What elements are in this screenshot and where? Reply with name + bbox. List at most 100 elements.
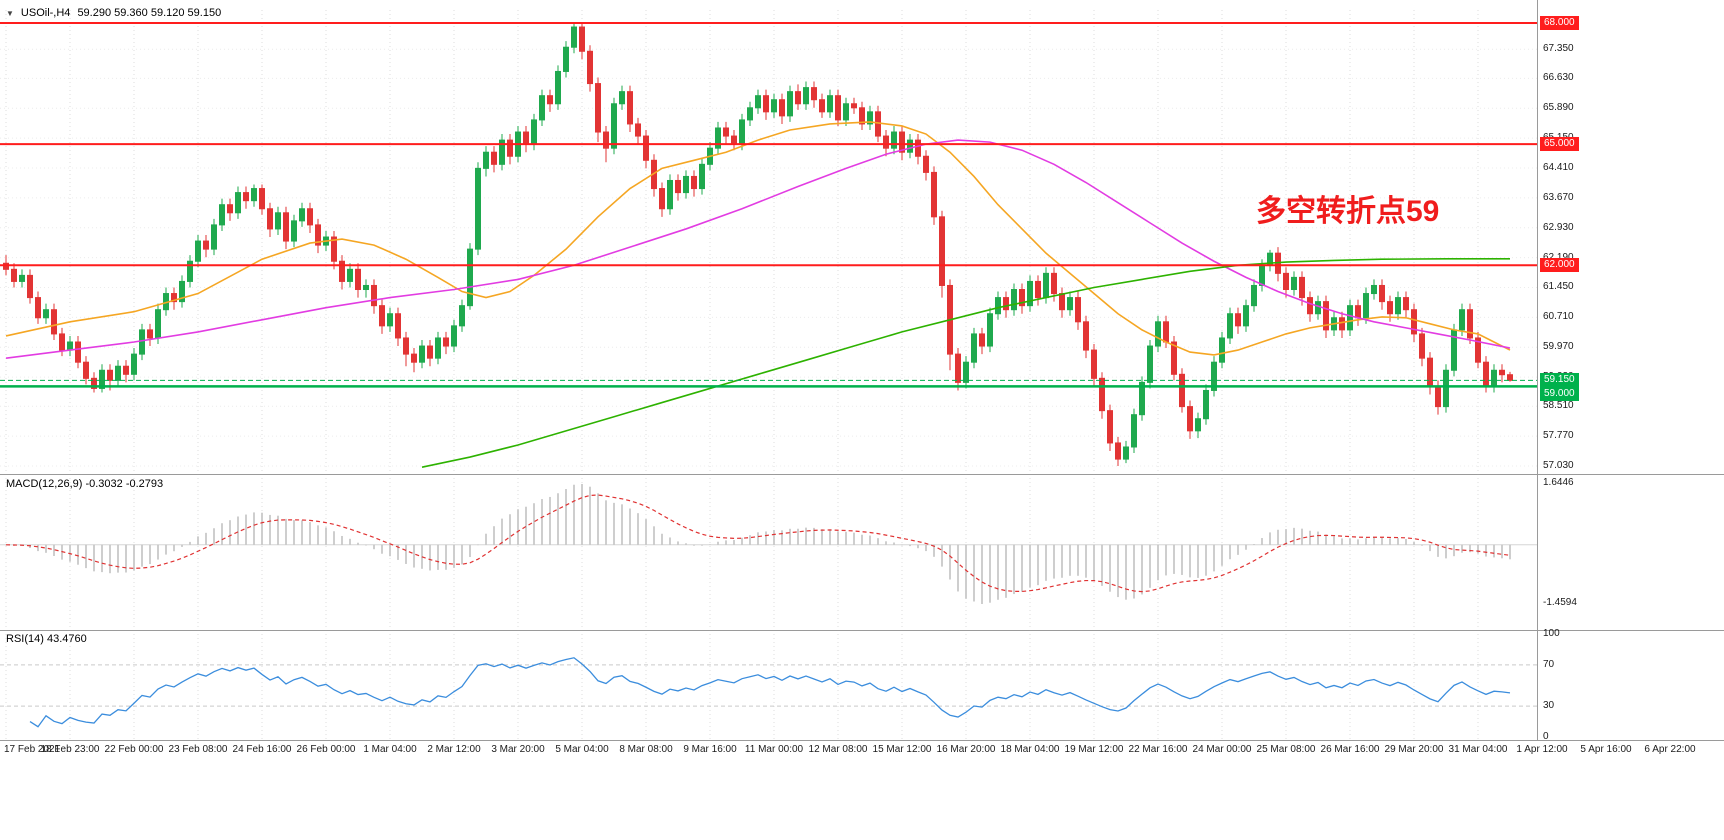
- candle: [667, 179, 673, 210]
- macd-histogram-bar: [1005, 544, 1007, 598]
- macd-histogram-bar: [157, 544, 159, 560]
- candle: [1155, 321, 1161, 347]
- grid-layer: [0, 10, 1537, 740]
- macd-histogram-bar: [629, 508, 631, 545]
- candle: [35, 297, 41, 319]
- ma-slow-line: [421, 258, 1510, 468]
- macd-histogram-bar: [269, 514, 271, 545]
- macd-histogram-bar: [1197, 544, 1199, 578]
- symbol-menu-icon[interactable]: ▼: [6, 8, 14, 18]
- candle: [1283, 272, 1289, 291]
- candle: [451, 325, 457, 347]
- candle: [315, 224, 321, 246]
- macd-histogram-bar: [29, 544, 31, 548]
- macd-histogram-bar: [693, 544, 695, 546]
- candle: [235, 192, 241, 214]
- macd-histogram-bar: [1205, 544, 1207, 576]
- candle: [3, 262, 9, 270]
- candle: [115, 365, 121, 381]
- macd-histogram-bar: [1437, 544, 1439, 557]
- macd-histogram-bar: [989, 544, 991, 603]
- candle: [675, 179, 681, 194]
- candle: [195, 240, 201, 262]
- candle: [203, 240, 209, 250]
- candle: [1363, 293, 1369, 319]
- candle: [635, 123, 641, 137]
- macd-histogram-bar: [1485, 544, 1487, 557]
- macd-histogram-bar: [781, 530, 783, 545]
- macd-histogram-bar: [1429, 544, 1431, 552]
- candle: [411, 353, 417, 363]
- macd-histogram-bar: [885, 541, 887, 545]
- candle: [1467, 309, 1473, 339]
- macd-histogram-bar: [997, 544, 999, 600]
- macd-histogram-bar: [949, 544, 951, 580]
- macd-histogram-bar: [101, 544, 103, 573]
- macd-histogram-bar: [869, 535, 871, 545]
- candle: [179, 280, 185, 303]
- candle: [419, 345, 425, 363]
- macd-histogram-bar: [1077, 544, 1079, 576]
- candle: [803, 87, 809, 105]
- candle: [739, 119, 745, 145]
- macd-histogram-bar: [309, 522, 311, 545]
- macd-histogram-bar: [1213, 544, 1215, 572]
- macd-histogram-bar: [173, 544, 175, 552]
- macd-signal-line: [5, 494, 1511, 593]
- macd-histogram-bar: [549, 496, 551, 545]
- macd-histogram-bar: [973, 544, 975, 602]
- candle: [555, 70, 561, 105]
- candle: [347, 268, 353, 282]
- candle: [1051, 272, 1057, 295]
- candle: [243, 192, 249, 202]
- macd-histogram-bar: [1133, 544, 1135, 599]
- macd-histogram-bar: [1277, 529, 1279, 545]
- candle: [899, 131, 905, 153]
- candle: [499, 139, 505, 165]
- panel-borders: [0, 0, 1724, 741]
- macd-histogram-bar: [821, 529, 823, 545]
- macd-histogram-bar: [333, 531, 335, 545]
- candle: [1139, 381, 1145, 416]
- candle: [1131, 414, 1137, 448]
- candle: [723, 127, 729, 137]
- candle: [1115, 442, 1121, 460]
- macd-histogram-bar: [861, 534, 863, 545]
- candle: [915, 139, 921, 157]
- candle: [1091, 349, 1097, 379]
- candle: [643, 135, 649, 161]
- macd-histogram-bar: [1189, 544, 1191, 578]
- candle: [355, 268, 361, 291]
- candle: [331, 236, 337, 262]
- candle: [1507, 374, 1513, 381]
- macd-histogram-bar: [525, 506, 527, 545]
- macd-histogram-bar: [749, 535, 751, 545]
- macd-histogram-bar: [485, 533, 487, 545]
- candle: [979, 333, 985, 347]
- macd-histogram-bar: [1405, 538, 1407, 545]
- macd-histogram-bar: [501, 518, 503, 545]
- macd-histogram-bar: [1325, 534, 1327, 545]
- macd-histogram-bar: [205, 532, 207, 545]
- candle: [43, 309, 49, 319]
- macd-histogram-bar: [1093, 544, 1095, 582]
- macd-histogram-bar: [349, 538, 351, 545]
- candle: [1387, 301, 1393, 315]
- macd-histogram-bar: [117, 544, 119, 573]
- macd-histogram-bar: [365, 544, 367, 546]
- macd-histogram-bar: [277, 515, 279, 545]
- candle: [67, 341, 73, 351]
- candle: [907, 139, 913, 153]
- macd-histogram-bar: [37, 544, 39, 552]
- macd-histogram-bar: [373, 544, 375, 550]
- macd-histogram-bar: [245, 514, 247, 545]
- candle: [443, 337, 449, 347]
- macd-histogram-bar: [477, 544, 479, 546]
- macd-histogram-bar: [925, 544, 927, 552]
- macd-histogram-bar: [909, 544, 911, 547]
- macd-histogram-bar: [141, 544, 143, 567]
- macd-histogram-bar: [1381, 537, 1383, 545]
- candle: [1219, 337, 1225, 363]
